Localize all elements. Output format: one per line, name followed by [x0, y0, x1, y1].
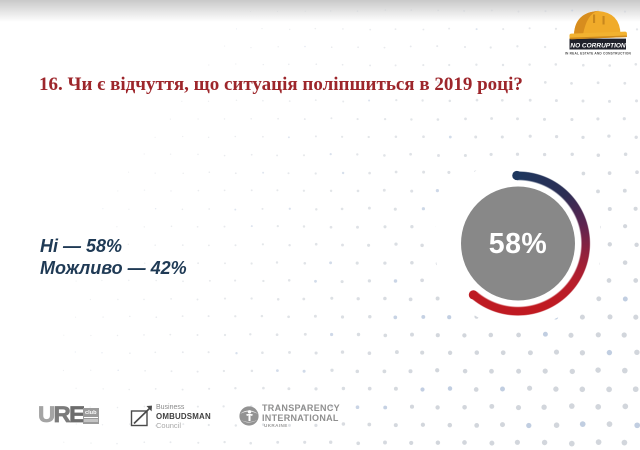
svg-text:NO CORRUPTION: NO CORRUPTION — [570, 43, 626, 50]
svg-text:IN REAL ESTATE AND CONSTRUCTIO: IN REAL ESTATE AND CONSTRUCTION — [565, 52, 632, 56]
